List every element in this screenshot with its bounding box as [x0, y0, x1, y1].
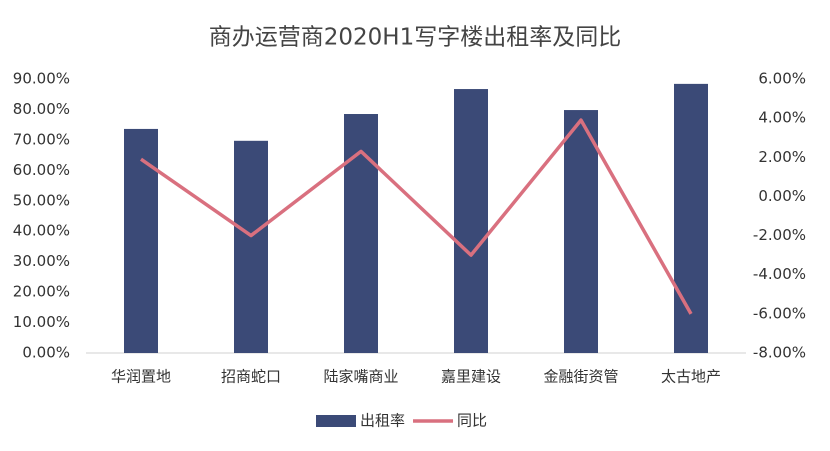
y-tick-label: 80.00% [13, 100, 70, 118]
y2-tick-label: 2.00% [758, 148, 806, 166]
bar [674, 83, 708, 354]
bar [454, 89, 488, 354]
y2-tick-label: -2.00% [753, 226, 806, 244]
bar [344, 114, 378, 353]
y-tick-label: 70.00% [13, 130, 70, 148]
y2-tick-label: 6.00% [758, 70, 806, 88]
legend-label: 同比 [457, 412, 487, 430]
legend-swatch [316, 415, 356, 427]
y-tick-label: 10.00% [13, 313, 70, 331]
y-tick-label: 60.00% [13, 161, 70, 179]
y2-tick-label: 0.00% [758, 187, 806, 205]
line [140, 118, 693, 315]
bar [564, 110, 598, 353]
y-tick-label: 0.00% [22, 344, 70, 362]
y2-tick-label: -4.00% [753, 265, 806, 283]
x-tick-label: 陆家嘴商业 [323, 368, 398, 386]
y2-tick-label: -8.00% [753, 344, 806, 362]
y-tick-label: 30.00% [13, 252, 70, 270]
bar [234, 140, 268, 353]
x-tick-label: 太古地产 [661, 368, 721, 386]
y2-tick-label: -6.00% [753, 304, 806, 322]
x-tick-label: 嘉里建设 [441, 368, 501, 386]
y-tick-label: 90.00% [13, 70, 70, 88]
y-tick-label: 40.00% [13, 222, 70, 240]
x-tick-label: 华润置地 [111, 368, 171, 386]
x-tick-label: 招商蛇口 [221, 368, 281, 386]
chart-title: 商办运营商2020H1写字楼出租率及同比 [209, 25, 621, 51]
y-tick-label: 20.00% [13, 283, 70, 301]
x-tick-label: 金融街资管 [543, 368, 618, 386]
bar [124, 128, 158, 353]
y-tick-label: 50.00% [13, 191, 70, 209]
legend-label: 出租率 [360, 412, 405, 430]
y2-tick-label: 4.00% [758, 109, 806, 127]
